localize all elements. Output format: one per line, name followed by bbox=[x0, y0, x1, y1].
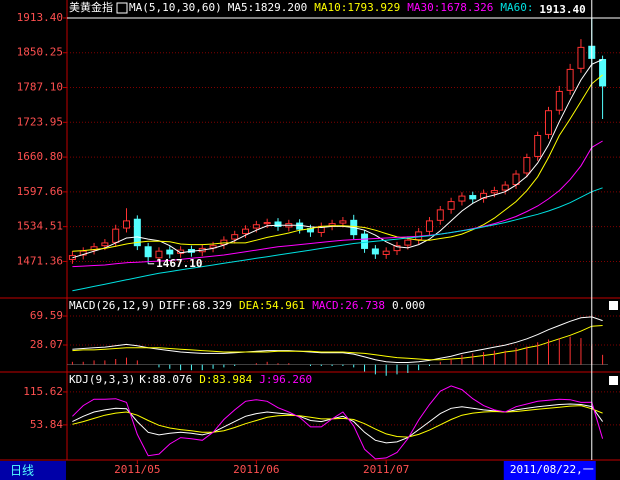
candle-body bbox=[263, 222, 271, 225]
panel-button[interactable] bbox=[609, 301, 618, 310]
candle-body bbox=[90, 246, 98, 251]
y-tick-label: 1660.80 bbox=[17, 150, 63, 163]
y-tick-label: 1597.66 bbox=[17, 185, 63, 198]
candle-body bbox=[361, 233, 369, 249]
candle-body bbox=[371, 248, 379, 255]
legend-entry: K:88.076 bbox=[139, 373, 192, 386]
annotation-label: 1913.40 bbox=[539, 3, 585, 16]
y-tick-label: 1913.40 bbox=[17, 11, 63, 24]
candle-body bbox=[101, 242, 109, 247]
legend-entry: MA10:1793.929 bbox=[314, 1, 400, 14]
candle-body bbox=[544, 110, 552, 135]
cursor-date: 2011/08/22,一 bbox=[510, 463, 594, 476]
candle-body bbox=[123, 220, 131, 229]
y-tick-label: 1850.25 bbox=[17, 46, 63, 59]
candle-body bbox=[523, 157, 531, 174]
candle-body bbox=[339, 220, 347, 224]
x-tick-label: 2011/06 bbox=[233, 463, 279, 476]
indicator-line bbox=[72, 74, 603, 252]
candle-body bbox=[242, 228, 250, 235]
panel-title: 美黄金指 bbox=[69, 0, 113, 14]
legend-entry: J:96.260 bbox=[259, 373, 312, 386]
panel-title: MACD(26,12,9) bbox=[69, 299, 155, 312]
candle-body bbox=[534, 135, 542, 157]
period-label[interactable]: 日线 bbox=[10, 464, 34, 478]
reference-label: 0.000 bbox=[392, 299, 425, 312]
annotation-label: 1467.10 bbox=[156, 257, 202, 270]
indicator-line bbox=[72, 316, 603, 363]
candle-body bbox=[425, 220, 433, 232]
candle-body bbox=[382, 250, 390, 255]
candle-body bbox=[599, 58, 607, 87]
panel-title: KDJ(9,3,3) bbox=[69, 373, 135, 386]
candle-body bbox=[274, 221, 282, 227]
x-tick-label: 2011/05 bbox=[114, 463, 160, 476]
candle-body bbox=[144, 246, 152, 258]
candle-body bbox=[436, 209, 444, 221]
y-tick-label: 1787.10 bbox=[17, 81, 63, 94]
indicator-line bbox=[72, 140, 603, 268]
panel-button[interactable] bbox=[609, 376, 618, 385]
candle-body bbox=[458, 195, 466, 202]
y-tick-label: 1471.36 bbox=[17, 254, 63, 267]
candle-body bbox=[155, 250, 163, 259]
y-tick-label: 28.07 bbox=[30, 338, 63, 351]
legend-entry: MA30:1678.326 bbox=[407, 1, 493, 14]
y-tick-label: 53.84 bbox=[30, 418, 63, 431]
indicator-line bbox=[72, 385, 604, 460]
indicator-icon bbox=[116, 2, 128, 14]
indicator-line bbox=[72, 403, 604, 444]
candle-body bbox=[231, 234, 239, 240]
candle-body bbox=[166, 249, 174, 255]
y-tick-label: 69.59 bbox=[30, 309, 63, 322]
indicator-line bbox=[72, 187, 603, 292]
candle-body bbox=[555, 90, 563, 111]
y-tick-label: 115.62 bbox=[23, 385, 63, 398]
candle-body bbox=[490, 190, 498, 194]
indicator-line bbox=[72, 405, 603, 438]
candle-body bbox=[133, 218, 141, 247]
candle-body bbox=[447, 201, 455, 210]
candle-body bbox=[393, 245, 401, 252]
y-tick-label: 1723.95 bbox=[17, 115, 63, 128]
candle-body bbox=[469, 195, 477, 200]
legend-entry: DIFF:68.329 bbox=[159, 299, 232, 312]
x-tick-label: 2011/07 bbox=[363, 463, 409, 476]
candle-body bbox=[577, 46, 585, 69]
candle-body bbox=[480, 192, 488, 199]
legend-entry: MACD:26.738 bbox=[312, 299, 385, 312]
period-button[interactable] bbox=[0, 461, 66, 480]
indicator-line bbox=[72, 325, 603, 361]
legend-entry: MA60: bbox=[500, 1, 533, 14]
cursor-date-box bbox=[503, 461, 596, 480]
candle-body bbox=[112, 228, 120, 243]
indicator-label: MA(5,10,30,60) bbox=[129, 1, 222, 14]
candle-body bbox=[252, 224, 260, 229]
candle-body bbox=[566, 68, 574, 91]
candle-body bbox=[404, 239, 412, 246]
legend-entry: D:83.984 bbox=[199, 373, 252, 386]
legend-entry: MA5:1829.200 bbox=[228, 1, 307, 14]
candle-body bbox=[501, 184, 509, 191]
candle-body bbox=[209, 245, 217, 249]
candle-body bbox=[177, 249, 185, 254]
legend-entry: DEA:54.961 bbox=[239, 299, 305, 312]
y-tick-label: 1534.51 bbox=[17, 220, 63, 233]
